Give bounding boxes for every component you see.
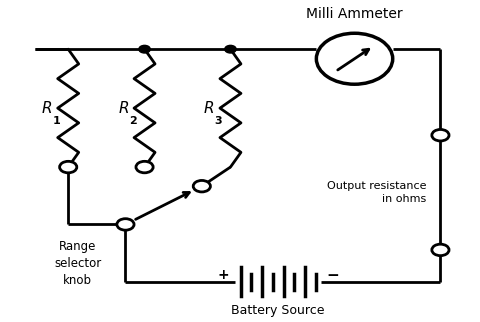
Text: $R$: $R$ <box>204 100 215 116</box>
Circle shape <box>60 161 77 173</box>
Text: Milli Ammeter: Milli Ammeter <box>306 6 403 21</box>
Circle shape <box>432 244 449 256</box>
Circle shape <box>136 161 153 173</box>
Text: 1: 1 <box>52 116 60 126</box>
Circle shape <box>193 180 210 192</box>
Text: +: + <box>217 269 229 282</box>
Circle shape <box>139 45 150 53</box>
Text: $R$: $R$ <box>41 100 52 116</box>
Circle shape <box>117 219 134 230</box>
Circle shape <box>225 45 236 53</box>
Text: Range
selector
knob: Range selector knob <box>54 240 101 287</box>
Text: Battery Source: Battery Source <box>231 304 325 317</box>
Text: Output resistance
in ohms: Output resistance in ohms <box>326 181 426 204</box>
Circle shape <box>432 129 449 141</box>
Text: 3: 3 <box>215 116 222 126</box>
Text: $R$: $R$ <box>118 100 129 116</box>
Text: 2: 2 <box>129 116 136 126</box>
Text: −: − <box>327 268 339 283</box>
